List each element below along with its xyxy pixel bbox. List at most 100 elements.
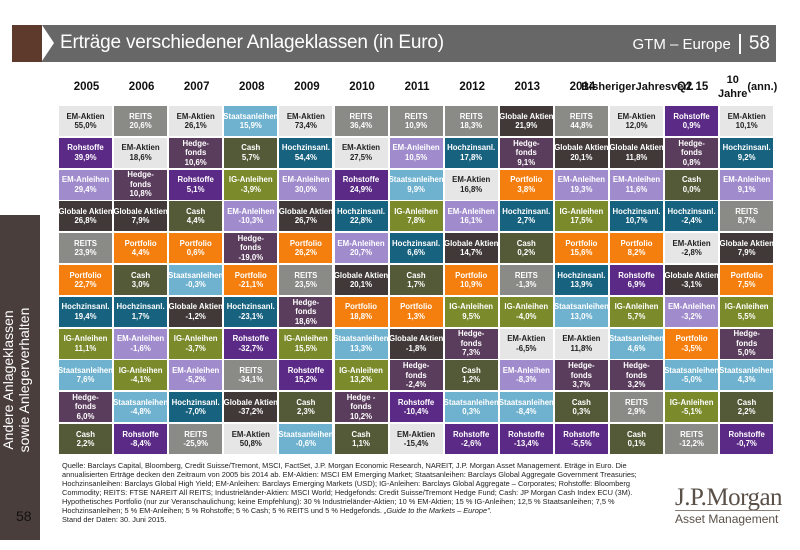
return-value: -2,6% xyxy=(461,439,482,448)
asset-class-label: Hedge- xyxy=(568,361,595,371)
return-value: 2,3% xyxy=(297,407,315,417)
return-cell: Staatsanleihen 0,3% xyxy=(444,392,498,423)
section-side-tab xyxy=(0,215,40,540)
asset-class-label: REITS xyxy=(680,429,704,439)
asset-class-label: Rohstoffe xyxy=(397,397,435,407)
return-value: -23,1% xyxy=(238,311,264,321)
return-cell: EM-Anleihen 10,5% xyxy=(389,137,443,168)
return-cell: REITS 36,4% xyxy=(334,106,388,136)
asset-class-label: IG-Anleihen xyxy=(614,302,659,312)
return-value: 0,3% xyxy=(462,407,481,417)
return-value: 11,8% xyxy=(570,343,593,353)
asset-class-label: Hedge- xyxy=(237,233,265,243)
return-cell: Globale Aktien -37,2% xyxy=(224,392,278,423)
return-value: -2,8% xyxy=(681,248,702,258)
return-cell: Cash 0,1% xyxy=(610,424,663,454)
return-value: 1,7% xyxy=(131,311,150,321)
return-cell: EM-Anleihen -1,6% xyxy=(114,328,168,359)
return-value: 5,5% xyxy=(737,311,756,321)
return-cell: Globale Aktien 21,9% xyxy=(499,106,553,136)
return-cell: Hochzinsanl. 54,4% xyxy=(279,137,333,168)
return-value: 11,8% xyxy=(625,152,648,162)
return-cell: Hedge-fonds 10,8% xyxy=(114,169,168,200)
return-value: 26,7% xyxy=(294,216,317,226)
return-value: 27,5% xyxy=(349,152,373,162)
return-cell: Hochzinsanl. -23,1% xyxy=(224,296,278,327)
asset-class-label: IG-Anleihen xyxy=(339,365,383,375)
return-cell: Staatsanleihen -4,8% xyxy=(114,392,168,423)
column-header-line: 2005 xyxy=(73,81,100,93)
return-cell: EM-Aktien 27,5% xyxy=(334,137,388,168)
return-cell: Cash 0,2% xyxy=(499,233,553,264)
return-cell: Staatsanleihen 9,9% xyxy=(389,169,443,200)
return-value: -5,1% xyxy=(681,407,702,417)
header-bar xyxy=(42,25,776,62)
return-cell: EM-Aktien -2,8% xyxy=(665,233,719,264)
column-header-line: 2008 xyxy=(239,81,265,93)
asset-class-label: Hochzinsanl. xyxy=(392,238,441,248)
return-value: 26,2% xyxy=(294,248,317,258)
return-cell: EM-Anleihen 11,6% xyxy=(610,169,663,200)
column-header: 2008 xyxy=(224,70,279,104)
return-value: 10,2% xyxy=(349,411,373,421)
return-value: 0,1% xyxy=(627,439,646,448)
asset-class-label: Rohstoffe xyxy=(122,429,159,439)
return-value: 7,6% xyxy=(76,375,95,385)
source-footnote: Quelle: Barclays Capital, Bloomberg, Cre… xyxy=(62,461,662,524)
return-cell: Cash 1,7% xyxy=(389,265,443,295)
asset-class-label: Globale Aktien xyxy=(334,270,388,280)
asset-class-label: Hedge- xyxy=(513,138,540,148)
return-cell: Hochzinsanl. 17,8% xyxy=(444,137,498,168)
asset-class-label: Globale Aktien xyxy=(665,270,719,280)
return-cell: EM-Anleihen 16,1% xyxy=(444,201,498,232)
return-value: -10,4% xyxy=(403,407,429,417)
asset-class-label: Globale Aktien xyxy=(554,143,608,153)
asset-class-label: Rohstoffe xyxy=(232,334,269,344)
asset-class-label: EM-Aktien xyxy=(507,334,546,344)
return-value: 39,9% xyxy=(74,152,97,162)
return-cell: REITS 23,5% xyxy=(279,265,333,295)
asset-class-label: Staatsanleihen xyxy=(169,270,223,280)
header-chevron-decoration xyxy=(12,25,54,62)
return-cell: Portfolio 18,8% xyxy=(334,296,388,327)
asset-class-label: EM-Aktien xyxy=(231,429,270,439)
return-cell: IG-Anleihen 17,5% xyxy=(554,201,608,232)
return-value: 7,9% xyxy=(737,248,756,258)
return-value: 0,0% xyxy=(682,184,701,194)
asset-class-label: Cash xyxy=(75,429,96,439)
return-value: 9,1% xyxy=(517,157,536,167)
asset-class-label: Portfolio xyxy=(730,270,763,280)
asset-class-label: REITS xyxy=(569,111,593,121)
return-cell: Staatsanleihen 15,9% xyxy=(224,106,278,136)
return-value: -1,2% xyxy=(185,311,206,321)
return-value: 5,7% xyxy=(241,152,260,162)
return-value: -21,1% xyxy=(238,280,264,289)
return-cell: Hedge - fonds 10,2% xyxy=(334,392,388,423)
asset-class-label: fonds xyxy=(74,402,97,412)
asset-class-label: Hedge- xyxy=(402,361,430,371)
return-value: 0,9% xyxy=(682,121,701,130)
return-value: 2,9% xyxy=(627,407,646,417)
asset-class-label: Hedge- xyxy=(733,329,760,339)
asset-class-label: Cash xyxy=(737,397,757,407)
return-cell: Globale Aktien 14,7% xyxy=(444,233,498,264)
asset-class-label: Globale Aktien xyxy=(169,302,223,312)
column-header-line: 2007 xyxy=(183,81,210,93)
asset-class-label: Hedge- xyxy=(678,138,705,148)
asset-class-label: Cash xyxy=(682,175,702,185)
return-value: -1,6% xyxy=(130,343,151,353)
side-label-line2: sowie Anlegerverhalten xyxy=(16,307,32,453)
return-cell: IG-Anleihen 5,5% xyxy=(720,296,774,327)
asset-class-label: IG-Anleihen xyxy=(228,175,273,185)
asset-class-label: IG-Anleihen xyxy=(449,302,494,312)
return-cell: Portfolio 3,8% xyxy=(499,169,553,200)
return-cell: REITS -12,2% xyxy=(665,424,719,454)
return-cell: Cash 3,0% xyxy=(114,265,168,295)
asset-class-label: Hochzinsanl. xyxy=(447,143,496,153)
return-cell: IG-Anleihen 5,7% xyxy=(610,296,663,327)
asset-class-label: Rohstoffe xyxy=(508,429,545,439)
return-value: -1,8% xyxy=(405,343,427,353)
return-value: 13,2% xyxy=(349,375,373,385)
asset-class-label: Staatsanleihen xyxy=(389,175,443,185)
asset-class-label: Cash xyxy=(571,397,591,407)
